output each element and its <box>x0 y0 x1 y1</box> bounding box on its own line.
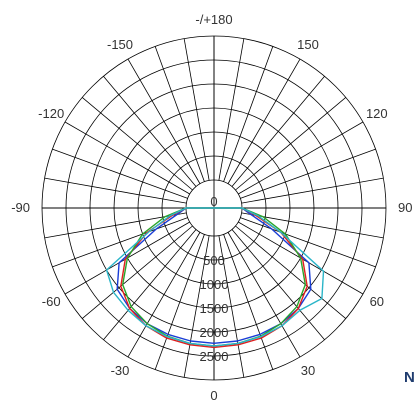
radial-labels: 0 500 1000 1500 2000 2500 <box>200 194 229 364</box>
grid-spoke <box>238 121 364 195</box>
corner-label: N <box>404 369 415 386</box>
angle-label: 90 <box>398 200 412 215</box>
grid-spoke <box>218 235 245 378</box>
angle-label: 120 <box>366 106 388 121</box>
grid-spoke <box>81 225 193 319</box>
radial-tick-label: 0 <box>210 194 217 209</box>
grid-spoke <box>44 177 187 204</box>
grid-spoke <box>231 229 325 341</box>
grid-spoke <box>52 148 188 199</box>
grid-spoke <box>183 235 210 378</box>
grid-spoke <box>241 212 384 239</box>
radial-tick-label: 2000 <box>200 325 229 340</box>
angle-label: -30 <box>111 363 130 378</box>
grid-spoke <box>127 232 201 358</box>
grid-spoke <box>52 217 188 268</box>
radial-tick-label: 2500 <box>200 349 229 364</box>
grid-spoke <box>223 234 274 370</box>
angle-label: 0 <box>210 388 217 403</box>
grid-spoke <box>127 58 201 184</box>
series-group <box>105 207 325 349</box>
grid-spoke <box>240 148 376 199</box>
angle-label: -120 <box>38 106 64 121</box>
grid-spoke <box>227 58 301 184</box>
angle-label: -60 <box>42 294 61 309</box>
grid-spoke <box>227 232 301 358</box>
grid-spoke <box>81 97 193 191</box>
grid-spoke <box>154 234 205 370</box>
grid-spoke <box>235 97 347 191</box>
angle-label: 30 <box>301 363 315 378</box>
grid-spoke <box>218 38 245 181</box>
radial-tick-label: 1000 <box>200 277 229 292</box>
grid-spoke <box>241 177 384 204</box>
grid-spoke <box>64 121 190 195</box>
angle-label: -90 <box>11 200 30 215</box>
grid-spoke <box>103 75 197 187</box>
grid-spoke <box>103 229 197 341</box>
angle-label: 150 <box>297 37 319 52</box>
series-line-4 <box>105 207 325 347</box>
grid-spoke <box>240 217 376 268</box>
series-line-2 <box>120 207 308 349</box>
series-line-1 <box>116 207 312 344</box>
grid-spoke <box>231 75 325 187</box>
grid-spoke <box>235 225 347 319</box>
radial-tick-label: 1500 <box>200 301 229 316</box>
radial-tick-label: 500 <box>203 253 225 268</box>
grid-spoke <box>223 46 274 182</box>
angle-labels: -/+180 150 -150 120 -120 90 -90 60 -60 30 -30 0 <box>11 12 412 403</box>
grid-spoke <box>44 212 187 239</box>
angle-label: 60 <box>370 294 384 309</box>
grid-spoke <box>183 38 210 181</box>
grid-spoke <box>154 46 205 182</box>
angle-label: -/+180 <box>195 12 232 27</box>
angle-label: -150 <box>107 37 133 52</box>
